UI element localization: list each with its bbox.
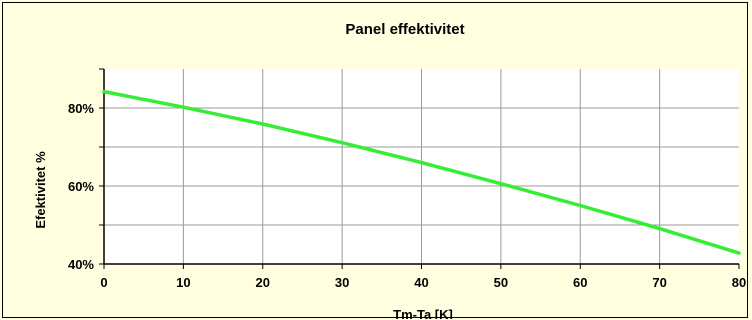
- efficiency-chart: Panel effektivitet 0 10 20 30 40 50 60 70 80 40%…: [33, 21, 746, 319]
- x-tick-label: 60: [573, 275, 587, 290]
- chart-title: Panel effektivitet: [345, 21, 464, 38]
- x-tick-label: 40: [414, 275, 428, 290]
- x-tick-label: 30: [335, 275, 349, 290]
- x-tick-label: 50: [494, 275, 508, 290]
- x-tick-label: 0: [100, 275, 107, 290]
- series-line: [102, 89, 741, 255]
- y-tick-label: 60%: [68, 179, 94, 194]
- x-axis-label: Tm-Ta [K]: [393, 307, 453, 319]
- y-axis-label: Efektivitet %: [33, 151, 48, 229]
- y-tick-label: 40%: [68, 257, 94, 272]
- y-axis-ticks: 40% 60% 80%: [68, 101, 94, 272]
- x-tick-label: 70: [652, 275, 666, 290]
- x-tick-label: 80: [732, 275, 746, 290]
- x-axis-ticks: 0 10 20 30 40 50 60 70 80: [100, 275, 746, 290]
- x-tick-label: 20: [256, 275, 270, 290]
- x-tick-label: 10: [176, 275, 190, 290]
- series-layer: [102, 89, 741, 255]
- grid-lines: [99, 68, 740, 269]
- y-tick-label: 80%: [68, 101, 94, 116]
